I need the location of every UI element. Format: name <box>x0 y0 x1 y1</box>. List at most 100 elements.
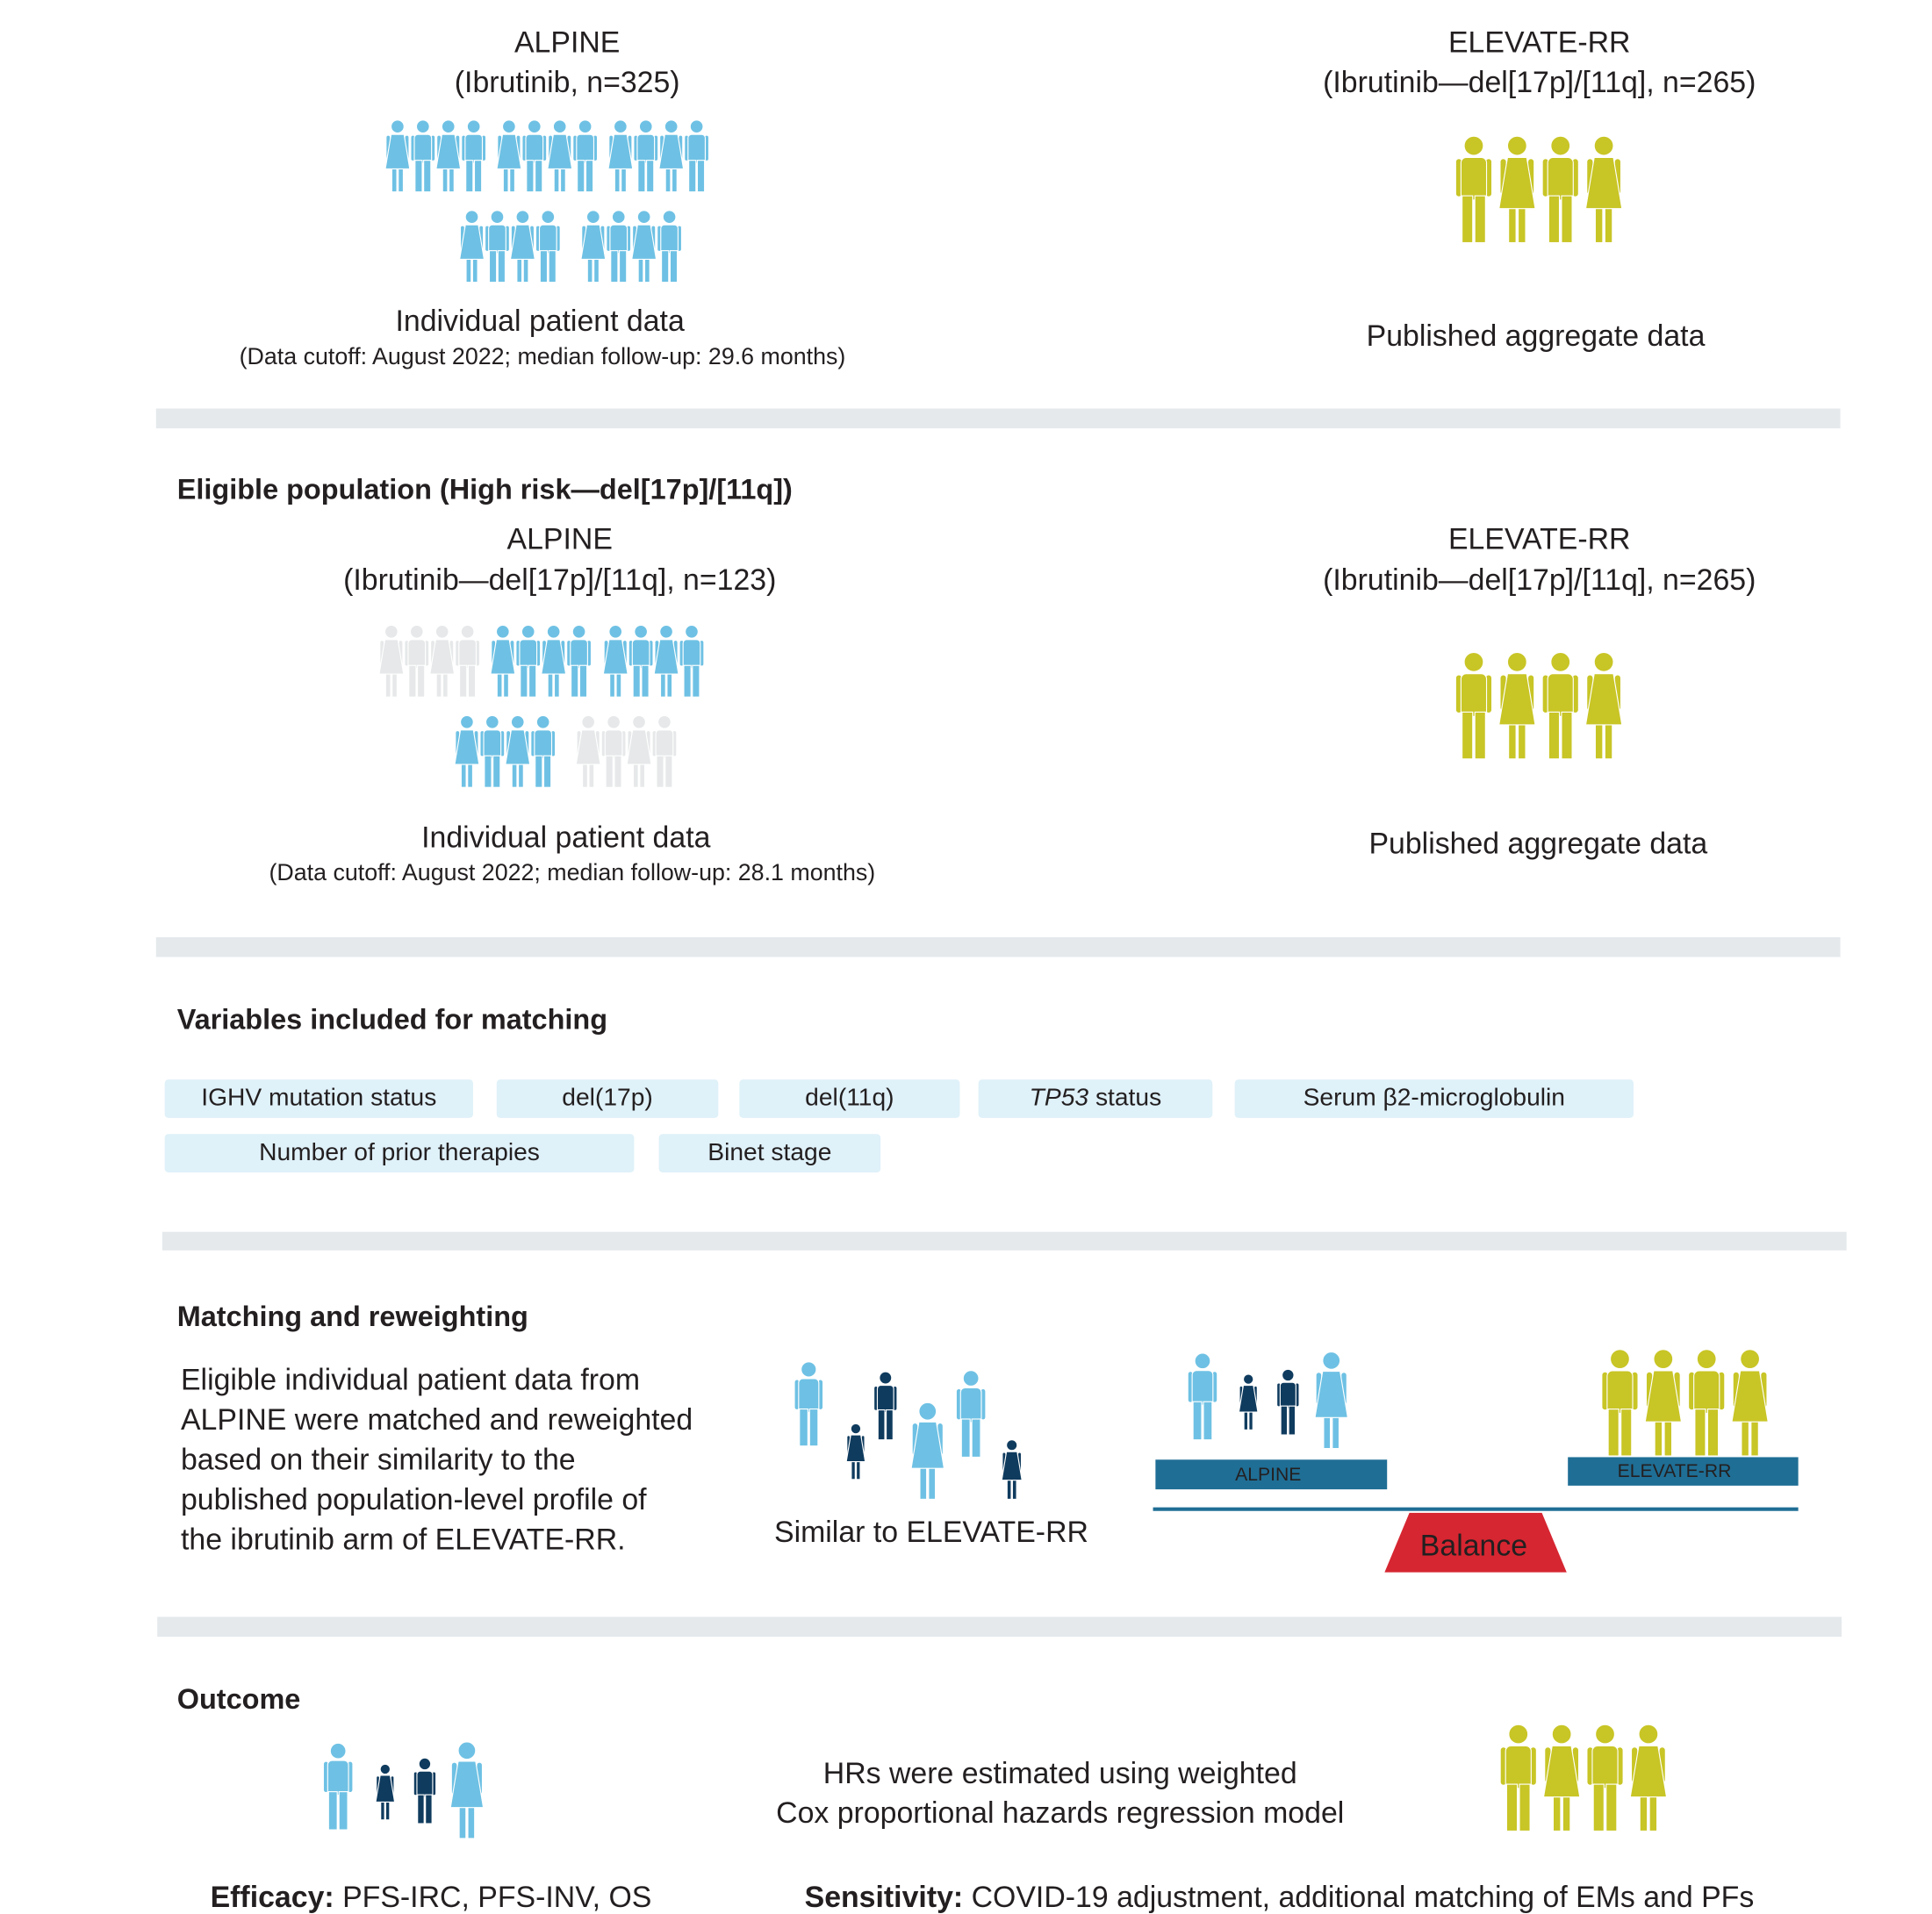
person-body <box>458 224 485 261</box>
person-leg <box>637 160 646 193</box>
efficacy-line: Efficacy: PFS-IRC, PFS-INV, OS <box>211 1881 652 1914</box>
person-head <box>1006 1439 1018 1452</box>
person-head <box>638 119 653 134</box>
person-body <box>604 729 623 760</box>
person-icon <box>626 714 652 788</box>
variable-text: IGHV mutation status <box>201 1083 436 1111</box>
person-body <box>876 1385 894 1414</box>
person-leg <box>1604 720 1613 760</box>
person-leg <box>547 670 554 698</box>
person-body <box>607 133 634 170</box>
person-body <box>496 133 522 170</box>
person-icon <box>458 210 485 283</box>
person-icon <box>631 210 657 283</box>
person-head <box>535 714 550 729</box>
divider <box>162 1231 1847 1251</box>
person-leg <box>1192 1401 1203 1441</box>
person-leg <box>503 670 509 698</box>
person-icon <box>515 624 542 698</box>
person-body <box>541 639 567 675</box>
person-leg <box>1639 1792 1648 1832</box>
person-icon <box>479 714 506 788</box>
person-head <box>1595 1724 1616 1745</box>
person-icon <box>910 1401 945 1500</box>
person-body <box>505 729 531 765</box>
person-body <box>682 639 701 670</box>
person-icon <box>1731 1349 1769 1457</box>
person-body <box>509 224 535 261</box>
person-icon <box>575 714 601 788</box>
person-body <box>429 639 456 675</box>
person-leg <box>1288 1405 1296 1436</box>
person-leg <box>615 670 622 698</box>
person-head <box>415 119 430 134</box>
person-leg <box>637 255 644 283</box>
person-body <box>488 224 506 254</box>
person-leg <box>425 1794 433 1824</box>
person-leg <box>661 250 670 283</box>
person-head <box>613 119 628 134</box>
person-body <box>1498 673 1536 726</box>
person-leg <box>338 1791 348 1831</box>
sensitivity-line: Sensitivity: COVID-19 adjustment, additi… <box>805 1881 1755 1914</box>
person-leg <box>1508 204 1517 244</box>
person-leg <box>539 250 549 283</box>
person-body <box>1629 1745 1668 1798</box>
person-leg <box>526 160 535 193</box>
scale-pan <box>1568 1457 1799 1486</box>
person-leg <box>535 755 543 788</box>
person-leg <box>442 670 449 698</box>
person-leg <box>646 160 655 193</box>
person-head <box>1550 651 1571 672</box>
text: ALPINE <box>514 26 620 60</box>
person-icon <box>1584 651 1623 760</box>
person-leg <box>856 1459 861 1480</box>
efficacy-text: PFS-IRC, PFS-INV, OS <box>334 1881 652 1914</box>
person-icon <box>1498 651 1536 760</box>
person-head <box>689 119 704 134</box>
person-leg <box>1706 1409 1720 1457</box>
person-body <box>1731 1370 1769 1423</box>
person-icon <box>1001 1439 1023 1500</box>
variable-text: del(17p) <box>562 1083 652 1111</box>
person-leg <box>553 670 560 698</box>
person-icon <box>653 624 679 698</box>
person-body <box>454 729 480 765</box>
person-leg <box>1694 1409 1706 1457</box>
person-leg <box>417 1794 425 1824</box>
person-leg <box>851 1459 856 1480</box>
person-body <box>435 133 462 170</box>
person-icon <box>658 119 685 193</box>
person-leg <box>1562 1792 1571 1832</box>
person-icon <box>873 1371 898 1441</box>
person-leg <box>1203 1401 1213 1441</box>
scale-pan <box>1155 1459 1388 1490</box>
person-head <box>634 624 649 639</box>
person-icon <box>521 119 548 193</box>
person-head <box>611 210 626 225</box>
person-head <box>659 624 673 639</box>
person-icon <box>547 119 573 193</box>
person-leg <box>398 165 405 193</box>
person-head <box>510 714 525 729</box>
person-body <box>1191 1370 1214 1406</box>
person-leg <box>571 664 579 698</box>
person-head <box>441 119 456 134</box>
paragraph-line: based on their similarity to the <box>181 1443 576 1476</box>
person-head <box>1194 1352 1211 1370</box>
person-leg <box>1243 1409 1249 1430</box>
paragraph-line: the ibrutinib arm of ELEVATE-RR. <box>181 1523 626 1557</box>
scale-label: ALPINE <box>1235 1465 1301 1485</box>
person-body <box>1584 673 1623 726</box>
person-head <box>409 624 424 639</box>
person-icon <box>600 714 627 788</box>
person-body <box>407 639 427 670</box>
section-heading: Eligible population (High risk—del[17p]/… <box>177 474 793 505</box>
person-body <box>660 224 679 254</box>
person-leg <box>632 761 639 788</box>
person-icon <box>496 119 522 193</box>
person-leg <box>1248 1409 1253 1430</box>
person-leg <box>520 664 528 698</box>
text: ALPINE <box>507 522 613 556</box>
person-icon <box>580 210 607 283</box>
